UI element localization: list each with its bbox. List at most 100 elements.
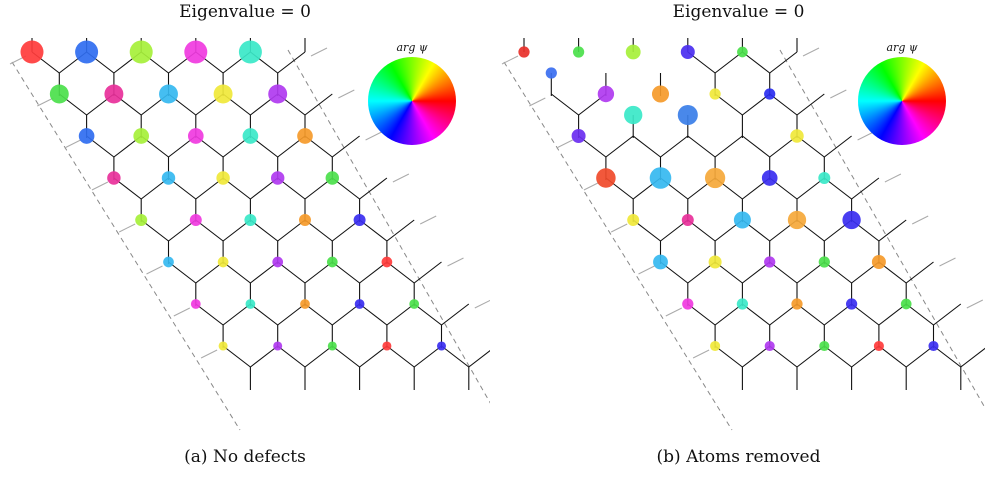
- phase-color-wheel: [858, 57, 946, 145]
- panel-title: Eigenvalue = 0: [672, 2, 805, 22]
- wavefunction-site: [818, 172, 831, 184]
- wavefunction-site: [104, 84, 124, 104]
- boundary-stub: [37, 97, 54, 107]
- wavefunction-site: [300, 299, 310, 309]
- bond: [250, 261, 279, 284]
- bond: [386, 303, 415, 326]
- honeycomb-lattice: [9, 38, 490, 431]
- boundary-lines: [503, 49, 985, 431]
- panel-no-defects: Eigenvalue = 0 arg ψ (a) No defects: [0, 0, 490, 483]
- boundary-stub: [692, 349, 710, 359]
- bond: [331, 135, 360, 158]
- wavefunction-site: [818, 256, 830, 268]
- boundary-stub: [802, 47, 820, 57]
- bond: [878, 303, 907, 326]
- boundary-stub: [338, 89, 355, 99]
- boundary-stub: [529, 97, 546, 107]
- bond: [222, 303, 251, 326]
- wavefunction-site: [436, 341, 447, 351]
- bond: [742, 135, 771, 158]
- wavefunction-site: [213, 84, 233, 104]
- bond: [823, 261, 852, 284]
- boundary-stub: [447, 257, 464, 267]
- bond: [168, 261, 197, 284]
- bond: [851, 177, 880, 200]
- wavefunction-site: [651, 85, 670, 103]
- wavefunction-site: [681, 214, 694, 226]
- panel-atoms-removed: Eigenvalue = 0 arg ψ (b) Atoms removed: [492, 0, 985, 483]
- wavefunction-site: [184, 40, 208, 64]
- sites: [20, 40, 447, 351]
- wavefunction-site: [75, 40, 99, 64]
- bond: [250, 303, 279, 326]
- bond: [714, 345, 743, 368]
- boundary-stub: [365, 131, 382, 141]
- wavefunction-site: [819, 340, 830, 352]
- bond: [605, 135, 634, 158]
- wavefunction-site: [268, 84, 288, 104]
- bond: [250, 345, 279, 368]
- wavefunction-site: [597, 85, 615, 103]
- bond: [413, 303, 442, 326]
- bond: [933, 345, 962, 368]
- bond: [823, 135, 852, 158]
- bond: [687, 135, 716, 158]
- wavefunction-site: [871, 255, 886, 269]
- sites: [518, 44, 939, 352]
- wavefunction-site: [218, 341, 228, 351]
- bond: [550, 93, 579, 116]
- bond: [359, 177, 388, 200]
- boundary-stub: [91, 181, 109, 191]
- bond: [933, 303, 962, 326]
- wavefunction-site: [159, 84, 178, 104]
- boundary-stub: [64, 139, 81, 149]
- boundary-stub: [118, 223, 136, 233]
- wavefunction-site: [571, 129, 586, 143]
- boundary-stub: [966, 299, 984, 309]
- boundary-stub: [911, 215, 929, 225]
- bond: [331, 261, 360, 284]
- wavefunction-site: [216, 171, 230, 185]
- bond: [769, 261, 798, 284]
- wavefunction-site: [273, 341, 283, 351]
- honeycomb-lattice: [501, 38, 985, 431]
- wavefunction-site: [680, 45, 695, 59]
- bond: [714, 135, 743, 158]
- wavefunction-site: [900, 298, 912, 310]
- panel-title: Eigenvalue = 0: [179, 2, 311, 22]
- boundary-stub: [610, 223, 628, 233]
- wavefunction-site: [381, 256, 393, 268]
- wavefunction-site: [270, 171, 285, 185]
- wavefunction-site: [163, 256, 174, 268]
- wavefunction-site: [736, 298, 749, 310]
- bond: [331, 303, 360, 326]
- wavefunction-site: [129, 40, 153, 64]
- wavefunction-site: [189, 214, 202, 226]
- bond: [632, 135, 661, 158]
- wavefunction-site: [709, 88, 721, 100]
- wavefunction-site: [928, 340, 939, 352]
- bond: [660, 135, 689, 158]
- boundary-stub: [830, 89, 847, 99]
- boundary-stub: [884, 173, 902, 183]
- bond: [331, 345, 360, 368]
- bond: [304, 345, 333, 368]
- wavefunction-site: [299, 214, 311, 226]
- boundary-stub: [501, 55, 519, 65]
- wavefunction-site: [20, 40, 44, 64]
- phase-legend: arg ψ: [366, 42, 458, 145]
- wavefunction-site: [245, 299, 256, 309]
- wavefunction-site: [107, 171, 121, 185]
- boundary-line-left: [503, 61, 733, 431]
- wavefunction-site: [627, 214, 640, 226]
- boundary-stub: [583, 181, 601, 191]
- bond: [905, 345, 934, 368]
- wavefunction-site: [187, 128, 204, 144]
- wavefunction-site: [737, 46, 748, 58]
- bond: [905, 261, 934, 284]
- phase-legend-label: arg ψ: [396, 41, 428, 54]
- wavefunction-site: [708, 255, 722, 269]
- wavefunction-site: [49, 84, 69, 104]
- boundary-lines: [11, 49, 490, 431]
- bond: [359, 303, 388, 326]
